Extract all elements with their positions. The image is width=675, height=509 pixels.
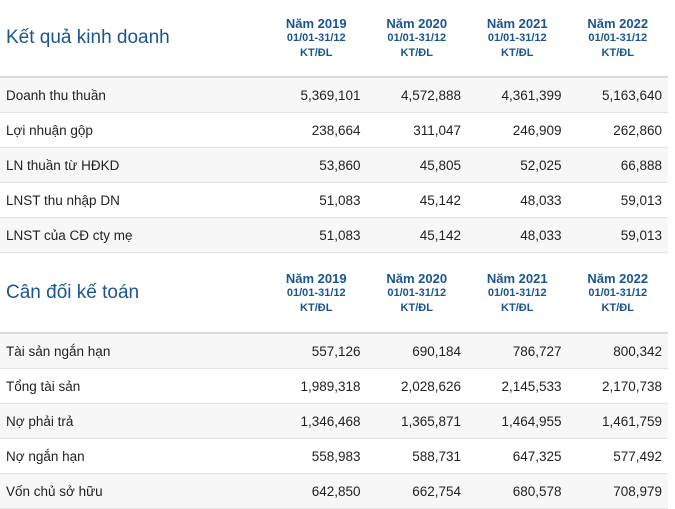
row-value: 238,664 (266, 112, 367, 148)
year-column-header: Năm 2021 01/01-31/12 KT/ĐL (467, 0, 568, 77)
row-value: 642,850 (266, 473, 367, 509)
row-label: Tài sản ngắn hạn (0, 333, 266, 369)
row-value: 558,983 (266, 438, 367, 474)
column-unit: KT/ĐL (400, 301, 433, 314)
row-value: 311,047 (366, 112, 467, 148)
row-value: 246,909 (467, 112, 568, 148)
balance-sheet-table: Cân đối kế toán Năm 2019 01/01-31/12 KT/ĐL N… (0, 253, 668, 509)
row-label: LN thuần từ HĐKD (0, 147, 266, 183)
column-period: 01/01-31/12 (588, 32, 648, 44)
column-unit: KT/ĐL (501, 301, 534, 314)
table-row: LNST của CĐ cty mẹ 51,083 45,142 48,033 59,0… (0, 217, 668, 253)
row-value: 52,025 (467, 147, 568, 183)
year-column-header: Năm 2019 01/01-31/12 KT/ĐL (266, 253, 367, 333)
row-label: Doanh thu thuần (0, 77, 266, 113)
row-value: 1,461,759 (567, 403, 668, 439)
section-title: Kết quả kinh doanh (6, 27, 170, 48)
table-row: Nợ ngắn hạn 558,983 588,731 647,325 577,492 (0, 438, 668, 474)
column-year: Năm 2020 (386, 16, 448, 31)
row-value: 2,028,626 (366, 368, 467, 404)
column-period: 01/01-31/12 (387, 32, 447, 44)
row-value: 66,888 (567, 147, 668, 183)
table-row: Doanh thu thuần 5,369,101 4,572,888 4,361,3… (0, 77, 668, 113)
row-label: LNST của CĐ cty mẹ (0, 217, 266, 253)
section-title: Cân đối kế toán (6, 281, 140, 303)
column-period: 01/01-31/12 (487, 32, 547, 44)
row-value: 2,170,738 (567, 368, 668, 404)
row-value: 45,142 (366, 217, 467, 253)
year-column-header: Năm 2020 01/01-31/12 KT/ĐL (367, 0, 468, 77)
table-row: LNST thu nhập DN 51,083 45,142 48,033 59,013 (0, 182, 668, 218)
year-column-header: Năm 2019 01/01-31/12 KT/ĐL (266, 0, 367, 77)
table-row: Tài sản ngắn hạn 557,126 690,184 786,727 800… (0, 333, 668, 369)
row-value: 5,369,101 (266, 77, 367, 113)
row-label: Tổng tài sản (0, 368, 266, 404)
row-value: 1,464,955 (467, 403, 568, 439)
section-header-row: Kết quả kinh doanh Năm 2019 01/01-31/12 KT/… (0, 0, 668, 77)
column-year: Năm 2019 (285, 270, 347, 286)
row-value: 4,572,888 (366, 77, 467, 113)
column-year: Năm 2020 (386, 270, 448, 286)
column-unit: KT/ĐL (400, 47, 433, 59)
row-value: 4,361,399 (467, 77, 568, 113)
column-period: 01/01-31/12 (387, 286, 447, 299)
column-year: Năm 2022 (587, 16, 649, 31)
row-value: 5,163,640 (567, 77, 668, 113)
income-statement-table: Kết quả kinh doanh Năm 2019 01/01-31/12 KT/… (0, 0, 668, 253)
table-row: Tổng tài sản 1,989,318 2,028,626 2,145,533 2… (0, 368, 668, 404)
column-year: Năm 2021 (486, 270, 548, 286)
row-label: Lợi nhuận gộp (0, 112, 266, 148)
column-period: 01/01-31/12 (286, 32, 346, 44)
table-row: LN thuần từ HĐKD 53,860 45,805 52,025 66,888 (0, 147, 668, 183)
row-value: 59,013 (567, 217, 668, 253)
section-header-row: Cân đối kế toán Năm 2019 01/01-31/12 KT/ĐL N… (0, 253, 668, 333)
table-row: Vốn chủ sở hữu 642,850 662,754 680,578 708,9… (0, 473, 668, 509)
row-label: Vốn chủ sở hữu (0, 473, 266, 509)
table-row: Lợi nhuận gộp 238,664 311,047 246,909 262,86… (0, 112, 668, 148)
column-year: Năm 2022 (587, 270, 649, 286)
column-unit: KT/ĐL (601, 301, 634, 314)
row-value: 59,013 (567, 182, 668, 218)
year-column-header: Năm 2022 01/01-31/12 KT/ĐL (568, 253, 669, 333)
row-label: Nợ phải trả (0, 403, 266, 439)
row-value: 800,342 (567, 333, 668, 369)
row-label: Nợ ngắn hạn (0, 438, 266, 474)
row-value: 1,989,318 (266, 368, 367, 404)
row-value: 53,860 (266, 147, 367, 183)
column-unit: KT/ĐL (300, 47, 333, 59)
column-unit: KT/ĐL (601, 47, 634, 59)
row-label: LNST thu nhập DN (0, 182, 266, 218)
column-period: 01/01-31/12 (487, 286, 547, 299)
row-value: 48,033 (467, 217, 568, 253)
row-value: 262,860 (567, 112, 668, 148)
column-year: Năm 2021 (486, 16, 548, 31)
row-value: 51,083 (266, 182, 367, 218)
column-period: 01/01-31/12 (286, 286, 346, 299)
row-value: 45,805 (366, 147, 467, 183)
column-year: Năm 2019 (285, 16, 347, 31)
row-value: 2,145,533 (467, 368, 568, 404)
row-value: 680,578 (467, 473, 568, 509)
row-value: 557,126 (266, 333, 367, 369)
row-value: 647,325 (467, 438, 568, 474)
row-value: 577,492 (567, 438, 668, 474)
row-value: 690,184 (366, 333, 467, 369)
table-row: Nợ phải trả 1,346,468 1,365,871 1,464,955 1,… (0, 403, 668, 439)
year-column-header: Năm 2022 01/01-31/12 KT/ĐL (568, 0, 669, 77)
column-unit: KT/ĐL (300, 301, 333, 314)
row-value: 662,754 (366, 473, 467, 509)
row-value: 48,033 (467, 182, 568, 218)
row-value: 708,979 (567, 473, 668, 509)
row-value: 588,731 (366, 438, 467, 474)
row-value: 1,346,468 (266, 403, 367, 439)
row-value: 786,727 (467, 333, 568, 369)
row-value: 45,142 (366, 182, 467, 218)
year-column-header: Năm 2020 01/01-31/12 KT/ĐL (367, 253, 468, 333)
year-column-header: Năm 2021 01/01-31/12 KT/ĐL (467, 253, 568, 333)
column-period: 01/01-31/12 (588, 286, 648, 299)
column-unit: KT/ĐL (501, 47, 534, 59)
row-value: 1,365,871 (366, 403, 467, 439)
row-value: 51,083 (266, 217, 367, 253)
